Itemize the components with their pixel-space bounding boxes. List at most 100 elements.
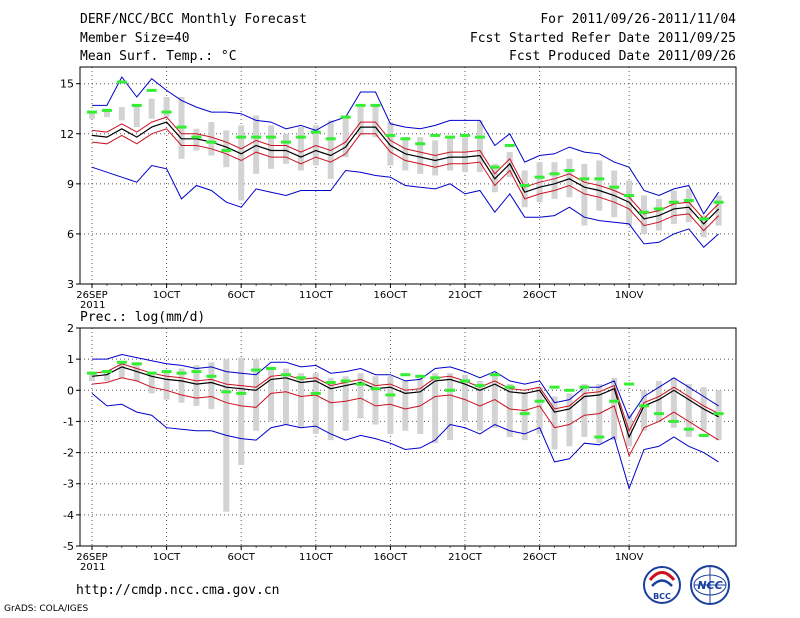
spread-box [133, 363, 140, 381]
spread-box [89, 112, 95, 119]
spread-box [268, 125, 275, 169]
ncc-logo: NCC [690, 565, 730, 605]
spread-box [551, 396, 558, 450]
spread-box [715, 195, 722, 226]
x-tick-label: 1OCT [153, 290, 181, 301]
spread-box [432, 373, 439, 444]
x-tick-label: 1OCT [153, 552, 181, 563]
spread-box [581, 163, 588, 226]
upper-inner-line [91, 116, 719, 220]
spread-box [193, 365, 200, 406]
x-tick-label: 26SEP [76, 290, 107, 301]
spread-box [566, 158, 573, 198]
spread-box [238, 357, 245, 466]
ensemble-mean-line [91, 121, 720, 225]
spread-box [163, 371, 170, 400]
spread-box [327, 120, 334, 179]
spread-box [432, 140, 439, 176]
spread-box [685, 384, 692, 437]
spread-box [506, 384, 513, 437]
spread-box [282, 133, 289, 164]
source-url: http://cmdp.ncc.cma.gov.cn [76, 583, 280, 598]
spread-box [178, 368, 185, 403]
forecast-started-label: Fcst Started Refer Date 2011/09/25 [469, 31, 736, 46]
bcc-logo-text: BCC [653, 592, 671, 601]
spread-box [357, 107, 364, 136]
upper-outer-line [92, 76, 720, 215]
spread-box [372, 105, 379, 138]
x-tick-year-label: 2011 [80, 300, 105, 311]
member-size-label: Member Size=40 [80, 31, 190, 46]
spread-box [641, 390, 648, 431]
spread-box [476, 120, 483, 173]
spread-box [297, 373, 304, 428]
spread-box [521, 170, 528, 208]
y-tick-label: 0 [67, 384, 74, 397]
spread-box [491, 373, 498, 428]
spread-box [163, 97, 170, 118]
x-tick-label: 6OCT [228, 552, 256, 563]
bcc-logo: BCC [643, 566, 681, 604]
x-tick-label: 1NOV [615, 290, 644, 301]
lower-inner-line [91, 128, 719, 232]
spread-box [327, 377, 334, 441]
spread-box [297, 127, 304, 171]
x-tick-label: 11OCT [299, 552, 334, 563]
spread-box [611, 377, 618, 441]
y-tick-label: 6 [67, 228, 74, 241]
x-tick-label: 1NOV [615, 552, 644, 563]
spread-box [372, 376, 379, 425]
spread-box [417, 137, 424, 174]
spread-box [282, 368, 289, 425]
forecast-period-label: For 2011/09/26-2011/11/04 [540, 12, 736, 27]
spread-box [670, 377, 677, 428]
spread-box [447, 373, 454, 441]
x-tick-label: 21OCT [448, 552, 483, 563]
spread-box [103, 371, 110, 381]
spread-box [655, 380, 662, 422]
spread-box [193, 128, 200, 151]
spread-box [387, 122, 394, 166]
x-tick-label: 16OCT [374, 290, 409, 301]
spread-box [387, 376, 394, 434]
x-tick-year-label: 2011 [80, 562, 105, 573]
spread-box [208, 122, 215, 156]
x-tick-label: 6OCT [228, 290, 256, 301]
y-tick-label: -5 [63, 540, 74, 553]
spread-box [462, 374, 468, 422]
x-tick-label: 26OCT [523, 290, 558, 301]
logos: BCC NCC [643, 565, 730, 605]
upper-outer-line [92, 353, 719, 420]
spread-box [685, 188, 692, 223]
temperature-panel-title: Mean Surf. Temp.: °C [80, 49, 237, 64]
spread-box [700, 215, 707, 238]
y-tick-label: 12 [60, 128, 74, 141]
y-tick-label: 15 [60, 78, 74, 91]
spread-box [342, 115, 349, 158]
spread-box [655, 198, 662, 231]
spread-box [447, 137, 454, 171]
y-tick-label: 9 [67, 178, 74, 191]
spread-box [462, 137, 468, 173]
x-tick-label: 26SEP [76, 552, 107, 563]
spread-box [581, 384, 588, 437]
y-tick-label: -4 [63, 509, 74, 522]
forecast-produced-label: Fcst Produced Date 2011/09/26 [509, 49, 736, 64]
spread-box [238, 125, 245, 201]
spread-box [551, 162, 558, 199]
x-tick-label: 16OCT [374, 552, 409, 563]
lower-outer-line [91, 164, 719, 249]
spread-box [118, 107, 125, 121]
spread-box [715, 390, 722, 441]
spread-box [148, 371, 155, 394]
spread-box [402, 380, 409, 431]
spread-box [312, 373, 319, 434]
spread-box [223, 130, 230, 168]
x-tick-label: 26OCT [523, 552, 558, 563]
spread-box [566, 393, 573, 447]
upper-inner-line [91, 363, 719, 433]
spread-box [521, 391, 528, 441]
spread-box [118, 362, 125, 378]
spread-box [670, 190, 677, 224]
